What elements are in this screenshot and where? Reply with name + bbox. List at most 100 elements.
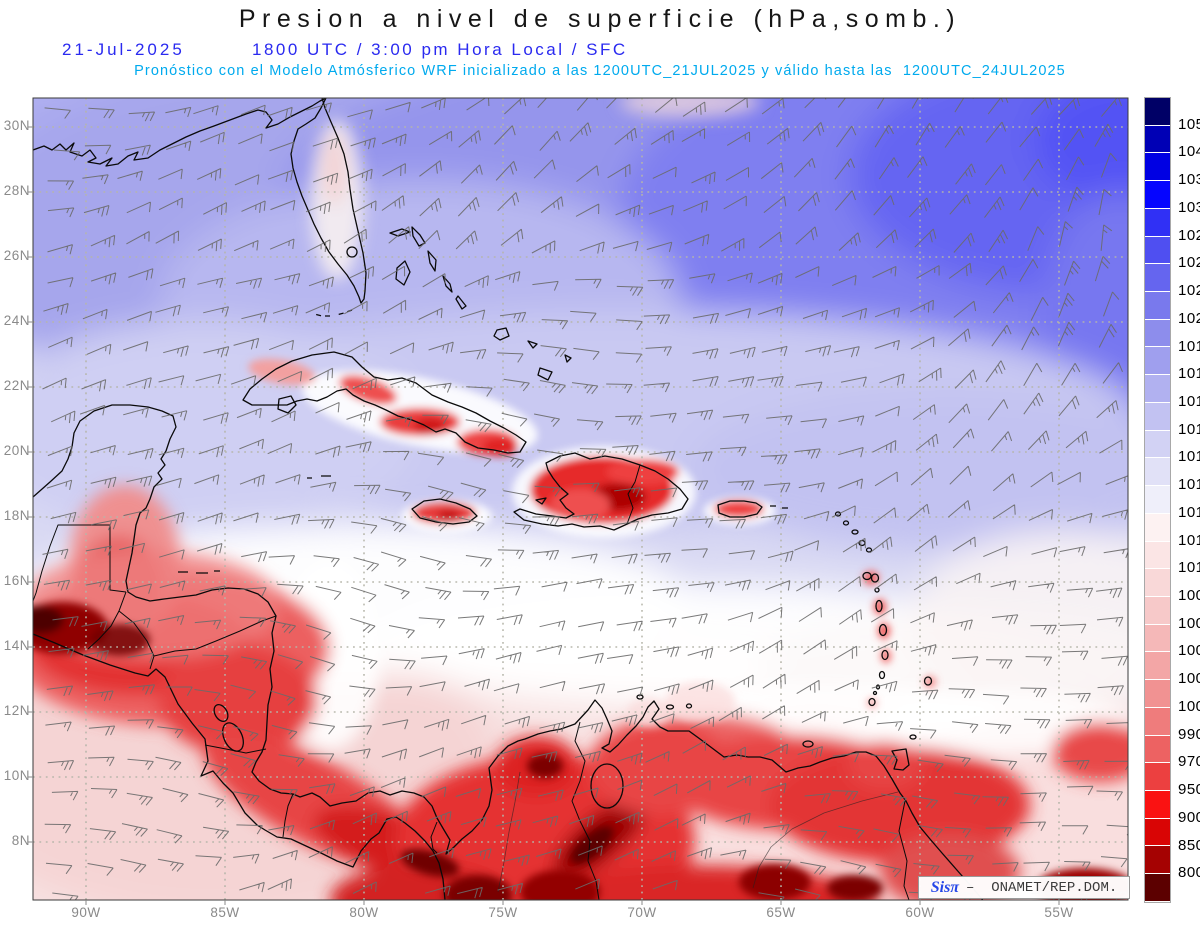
colorbar-label: 1050 — [1178, 115, 1200, 133]
colorbar-segment — [1145, 375, 1170, 402]
lake-okeechobee — [346, 246, 358, 258]
lat-axis-label: 18N — [3, 508, 30, 523]
colorbar-label: 1017 — [1178, 392, 1200, 410]
bay-islands — [178, 570, 220, 574]
colorbar-label: 1019 — [1178, 337, 1200, 355]
watermark-text: – ONAMET/REP.DOM. — [966, 879, 1118, 896]
lat-axis-label: 26N — [3, 248, 30, 263]
colorbar-segment — [1145, 624, 1170, 652]
axis-ticks — [28, 126, 1060, 905]
colorbar-label: 1035 — [1178, 171, 1200, 189]
colorbar-segment — [1145, 569, 1170, 596]
colorbar-label: 1012 — [1178, 531, 1200, 549]
coastlines — [33, 98, 984, 900]
colorbar-label: 1025 — [1178, 254, 1200, 272]
lat-axis-label: 24N — [3, 313, 30, 328]
colorbar-segment — [1145, 541, 1170, 569]
virgin-islands — [770, 505, 788, 509]
colorbar-label: 950 — [1178, 781, 1200, 799]
colorbar-label: 900 — [1178, 808, 1200, 826]
colorbar-label: 1002 — [1178, 670, 1200, 688]
colorbar-segment — [1145, 818, 1170, 846]
lat-axis-label: 30N — [3, 118, 30, 133]
lake-nicaragua — [222, 722, 244, 752]
lon-axis-label: 55W — [1044, 905, 1074, 920]
jamaica-coast — [411, 498, 478, 525]
map-frame — [32, 97, 1129, 901]
colorbar-label: 1000 — [1178, 697, 1200, 715]
lat-axis-label: 10N — [3, 768, 30, 783]
colorbar-label: 1013 — [1178, 503, 1200, 521]
colorbar-label: 850 — [1178, 836, 1200, 854]
hispaniola-coast — [513, 452, 689, 531]
colorbar-segment — [1145, 790, 1170, 818]
wind-barb-set — [42, 98, 1128, 900]
lon-axis-label: 75W — [488, 905, 518, 920]
lon-axis-label: 85W — [210, 905, 240, 920]
wind-barbs — [42, 98, 1128, 900]
colorbar-label: 1016 — [1178, 420, 1200, 438]
colorbar-segment — [1145, 513, 1170, 541]
colorbar-segment — [1145, 874, 1170, 901]
colorbar-label: 1015 — [1178, 448, 1200, 466]
trinidad-coast — [891, 748, 910, 771]
lat-axis-label: 22N — [3, 378, 30, 393]
colorbar-label: 1020 — [1178, 309, 1200, 327]
lon-axis-label: 80W — [349, 905, 379, 920]
lake-maracaibo — [590, 763, 624, 809]
colorbar-label: 1030 — [1178, 198, 1200, 216]
colorbar-segment — [1145, 292, 1170, 319]
lon-axis-label: 60W — [905, 905, 935, 920]
colorbar — [1144, 97, 1171, 903]
lat-axis-label: 28N — [3, 183, 30, 198]
pressure-shading — [33, 98, 1128, 900]
colorbar-segment — [1145, 486, 1170, 513]
colorbar-segment — [1145, 347, 1170, 375]
colorbar-label: 1004 — [1178, 642, 1200, 660]
colorbar-segment — [1145, 125, 1170, 153]
colorbar-segment — [1145, 458, 1170, 486]
gonave-island — [535, 497, 547, 505]
lake-managua — [213, 703, 229, 723]
colorbar-segment — [1145, 430, 1170, 458]
colorbar-segment — [1145, 208, 1170, 236]
lon-axis-label: 70W — [627, 905, 657, 920]
colorbar-segment — [1145, 596, 1170, 624]
lon-axis-label: 90W — [71, 905, 101, 920]
forecast-time: 1800 UTC / 3:00 pm Hora Local / SFC — [252, 40, 628, 59]
header-datetime: 21-Jul-2025 1800 UTC / 3:00 pm Hora Loca… — [0, 40, 1200, 60]
pacific-coast — [33, 633, 446, 900]
colorbar-segment — [1145, 680, 1170, 707]
colorbar-label: 1028 — [1178, 226, 1200, 244]
watermark: Sisπ – ONAMET/REP.DOM. — [918, 876, 1130, 899]
colorbar-label: 1022 — [1178, 282, 1200, 300]
isle-of-youth — [277, 395, 297, 414]
caribbean-mainland-coast — [33, 404, 984, 900]
lat-axis-label: 12N — [3, 703, 30, 718]
colorbar-segment — [1145, 181, 1170, 208]
colorbar-segment — [1145, 402, 1170, 430]
colorbar-label: 1006 — [1178, 614, 1200, 632]
haiti-dr-border — [626, 464, 641, 525]
colorbar-label: 800 — [1178, 864, 1200, 882]
colorbar-label: 1040 — [1178, 143, 1200, 161]
colorbar-segment — [1145, 319, 1170, 347]
cayman-islands — [307, 475, 331, 479]
watermark-brand: Sisπ — [930, 878, 960, 896]
map-title: Presion a nivel de superficie (hPa,somb.… — [238, 5, 962, 33]
colorbar-label: 970 — [1178, 753, 1200, 771]
colorbar-segment — [1145, 264, 1170, 292]
colorbar-segment — [1145, 153, 1170, 181]
colorbar-label: 990 — [1178, 725, 1200, 743]
forecast-description: Pronóstico con el Modelo Atmósferico WRF… — [134, 63, 1066, 79]
colorbar-segment — [1145, 652, 1170, 680]
puerto-rico-coast — [717, 500, 763, 518]
colorbar-label: 1008 — [1178, 587, 1200, 605]
colorbar-label: 1018 — [1178, 365, 1200, 383]
lat-axis-label: 8N — [11, 833, 30, 848]
colorbar-label: 1014 — [1178, 476, 1200, 494]
lat-axis-label: 20N — [3, 443, 30, 458]
